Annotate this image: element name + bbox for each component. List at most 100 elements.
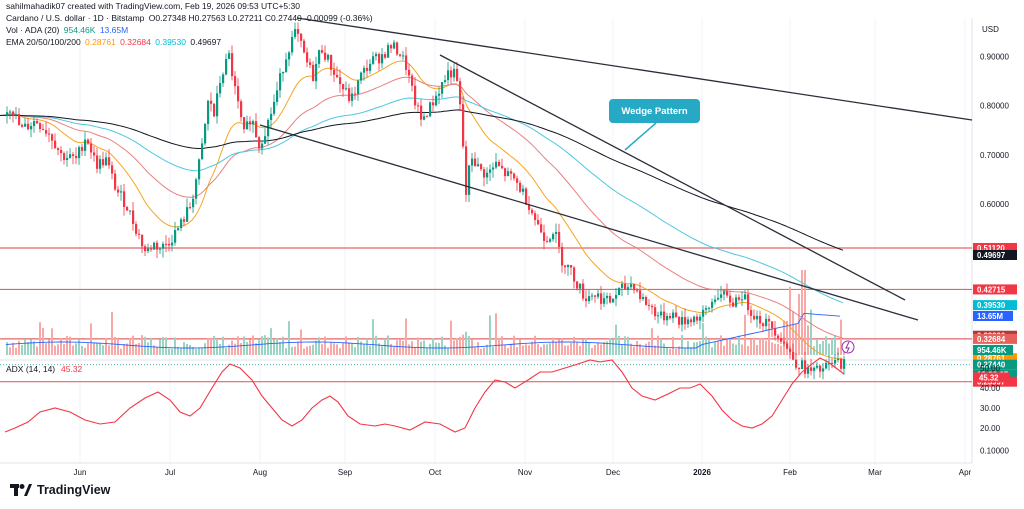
candle-body <box>225 59 228 75</box>
candle-body <box>114 173 117 190</box>
price-label-bg <box>973 249 1017 260</box>
volume-bar <box>75 343 77 355</box>
candle-body <box>336 74 339 78</box>
candle-body <box>204 123 207 144</box>
candle-body <box>309 62 312 65</box>
volume-bar <box>183 342 185 355</box>
volume-bar <box>777 343 779 355</box>
candle-body <box>525 188 528 205</box>
volume-legend: Vol · ADA (20) 954.46K 13.65M <box>6 25 128 36</box>
volume-bar <box>264 335 266 355</box>
candle-body <box>798 367 801 370</box>
volume-bar <box>786 321 788 355</box>
volume-bar <box>588 342 590 355</box>
candle-body <box>93 152 96 156</box>
candle-body <box>249 121 252 125</box>
candle-body <box>687 319 690 325</box>
price-label-bg <box>973 333 1017 344</box>
candle-body <box>351 93 354 101</box>
candle-body <box>501 165 504 169</box>
candle-body <box>681 317 684 325</box>
volume-bar <box>798 293 800 355</box>
candle-body <box>201 143 204 160</box>
ema-200-line <box>0 109 844 251</box>
volume-bar <box>540 346 542 355</box>
candle-body <box>375 53 378 57</box>
volume-bar <box>204 343 206 355</box>
candle-body <box>651 305 654 308</box>
ema-200-value: 0.49697 <box>190 37 222 47</box>
candle-body <box>168 243 171 246</box>
candle-body <box>705 308 708 310</box>
volume-bar <box>525 344 527 355</box>
volume-bar <box>12 342 14 355</box>
candle-body <box>612 298 615 303</box>
volume-bar <box>153 345 155 355</box>
volume-bar <box>696 342 698 355</box>
volume-bar <box>732 343 734 355</box>
volume-bar <box>222 336 224 355</box>
volume-bar <box>69 336 71 355</box>
volume-bar <box>444 345 446 355</box>
price-label: 0.51120 <box>977 244 1005 253</box>
candle-body <box>21 124 24 127</box>
volume-bar <box>15 347 17 355</box>
volume-bar <box>45 343 47 355</box>
candle-body <box>69 154 72 158</box>
candle-body <box>78 147 81 159</box>
volume-bar <box>552 337 554 355</box>
volume-bar <box>495 313 497 355</box>
tradingview-logo-icon <box>10 484 32 496</box>
candle-body <box>561 246 564 266</box>
candle-body <box>537 219 540 225</box>
volume-bar <box>321 344 323 355</box>
volume-bar <box>327 347 329 355</box>
candle-body <box>816 365 819 368</box>
candle-body <box>459 81 462 105</box>
volume-bar <box>144 336 146 355</box>
candle-body <box>288 52 291 60</box>
volume-bar <box>117 340 119 355</box>
candle-body <box>843 359 846 369</box>
volume-bar <box>396 340 398 355</box>
candle-body <box>693 316 696 323</box>
trendline-2 <box>259 124 919 321</box>
time-axis-label: Feb <box>783 468 797 477</box>
volume-bar <box>219 343 221 355</box>
candle-body <box>633 284 636 291</box>
candle-body <box>270 113 273 120</box>
volume-bar <box>294 346 296 355</box>
candle-body <box>66 157 69 160</box>
candle-body <box>411 75 414 86</box>
volume-bar <box>186 344 188 355</box>
candle-body <box>486 172 489 178</box>
candle-body <box>783 341 786 344</box>
volume-bar <box>405 318 407 355</box>
candle-body <box>819 365 822 372</box>
candle-body <box>195 179 198 199</box>
candle-body <box>534 213 537 220</box>
candle-body <box>474 158 477 167</box>
volume-bar <box>192 347 194 355</box>
volume-bar <box>156 346 158 355</box>
volume-bar <box>231 340 233 355</box>
volume-bar <box>174 337 176 355</box>
ohlc-values: O0.27348 H0.27563 L0.27211 C0.27440 -0.0… <box>148 13 373 23</box>
candle-body <box>363 67 366 73</box>
volume-bar <box>747 346 749 355</box>
volume-bar <box>813 346 815 355</box>
candle-body <box>717 297 720 300</box>
candle-body <box>159 248 162 250</box>
candle-body <box>315 63 318 82</box>
candle-body <box>468 165 471 195</box>
price-label-bg <box>973 359 1017 370</box>
candle-body <box>519 182 522 192</box>
volume-bar <box>84 347 86 355</box>
volume-bar <box>774 343 776 355</box>
symbol-info: Cardano / U.S. dollar · 1D · Bitstamp O0… <box>6 13 373 24</box>
candle-body <box>279 73 282 91</box>
volume-bar <box>657 335 659 355</box>
tradingview-logo: TradingView <box>10 483 110 497</box>
candle-body <box>387 45 390 58</box>
candle-body <box>837 358 840 361</box>
